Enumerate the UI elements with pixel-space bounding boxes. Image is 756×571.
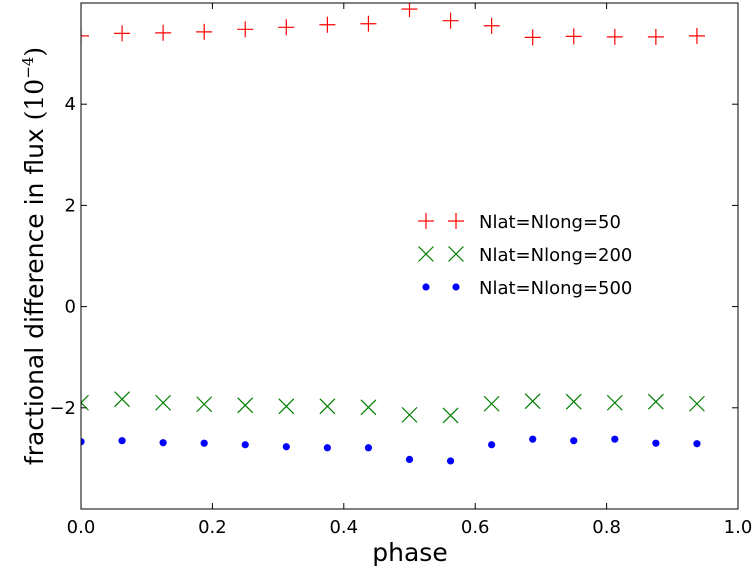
legend-marker <box>448 246 464 262</box>
legend-label: Nlat=Nlong=500 <box>479 278 632 299</box>
y-tick-label: −2 <box>49 398 76 419</box>
data-point-series-1 <box>483 17 500 34</box>
data-point-series-1 <box>688 27 705 44</box>
x-tick-label: 0.8 <box>592 517 621 538</box>
data-point-series-1 <box>278 19 295 36</box>
legend-marker <box>452 283 460 291</box>
legend-label: Nlat=Nlong=50 <box>479 212 621 233</box>
data-point-series-1 <box>606 28 623 45</box>
data-point-series-3 <box>570 437 578 445</box>
data-point-series-2 <box>606 394 623 411</box>
data-point-series-1 <box>401 3 418 18</box>
data-point-series-2 <box>401 406 418 423</box>
x-tick-label: 0.0 <box>67 517 96 538</box>
legend-marker <box>422 283 430 291</box>
data-point-series-2 <box>483 395 500 412</box>
data-point-series-3 <box>405 455 414 464</box>
data-point-series-3 <box>282 443 290 451</box>
y-tick-label: 2 <box>65 195 76 216</box>
data-point-series-2 <box>565 393 582 410</box>
data-point-series-2 <box>647 393 664 410</box>
legend-marker <box>418 246 434 262</box>
data-point-series-2 <box>360 399 377 416</box>
data-point-series-1 <box>81 27 89 44</box>
data-point-series-3 <box>446 457 455 465</box>
legend-marker <box>448 213 464 229</box>
data-point-series-3 <box>81 438 85 446</box>
y-tick-label: 4 <box>65 94 76 115</box>
x-tick-label: 0.2 <box>198 517 227 538</box>
legend: Nlat=Nlong=50 Nlat=Nlong=200 Nlat=Nlong=50… <box>418 212 632 299</box>
data-point-series-3 <box>241 441 249 449</box>
data-point-series-2 <box>319 398 336 415</box>
data-point-series-3 <box>488 441 496 449</box>
data-point-series-2 <box>237 397 254 414</box>
data-point-series-2 <box>524 393 541 410</box>
data-point-series-3 <box>693 440 701 448</box>
data-point-series-1 <box>360 15 377 32</box>
data-point-series-2 <box>155 394 172 411</box>
legend-marker <box>418 213 434 229</box>
data-point-series-2 <box>196 396 213 413</box>
data-point-series-3 <box>200 439 208 447</box>
x-tick-label: 0.6 <box>461 517 490 538</box>
plot-frame <box>80 2 739 510</box>
plot-area <box>81 3 738 509</box>
data-point-series-3 <box>529 435 537 443</box>
data-point-series-3 <box>652 439 660 447</box>
data-point-series-1 <box>196 23 213 40</box>
data-point-series-3 <box>323 444 331 452</box>
data-point-series-1 <box>114 25 131 42</box>
data-point-series-1 <box>155 24 172 41</box>
data-point-series-2 <box>689 395 705 412</box>
data-point-series-1 <box>565 28 582 45</box>
data-point-series-1 <box>237 21 254 38</box>
data-point-series-3 <box>159 439 167 447</box>
y-tick-label: 0 <box>65 297 76 318</box>
data-point-series-1 <box>319 16 336 33</box>
y-axis-label: fractional difference in flux (10−4) <box>19 47 49 465</box>
x-axis-label: phase <box>372 538 447 567</box>
data-point-series-1 <box>524 29 541 46</box>
legend-label: Nlat=Nlong=200 <box>479 245 632 266</box>
x-tick-label: 1.0 <box>724 517 753 538</box>
data-point-series-2 <box>442 407 459 424</box>
data-point-series-1 <box>647 28 664 45</box>
data-point-series-3 <box>611 435 619 443</box>
data-point-series-3 <box>364 444 373 452</box>
data-point-series-1 <box>442 12 459 29</box>
x-tick-label: 0.4 <box>329 517 358 538</box>
data-point-series-3 <box>118 437 126 445</box>
data-point-series-2 <box>114 391 130 408</box>
data-point-series-2 <box>278 398 295 415</box>
data-point-series-2 <box>81 394 89 411</box>
